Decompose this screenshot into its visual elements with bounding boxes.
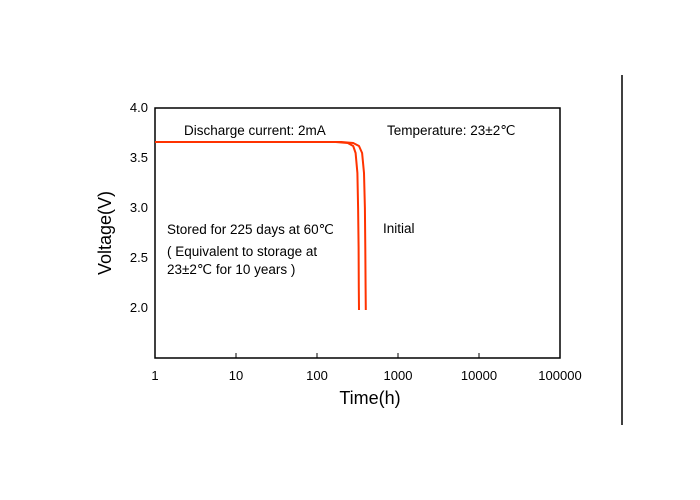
stored-annotation-line2: ( Equivalent to storage at bbox=[167, 244, 317, 259]
y-tick-labels: 2.0 2.5 3.0 3.5 4.0 bbox=[130, 100, 148, 315]
x-tick-label: 10000 bbox=[461, 368, 497, 383]
y-tick-label: 4.0 bbox=[130, 100, 148, 115]
temperature-annotation: Temperature: 23±2℃ bbox=[387, 123, 515, 138]
series-lines bbox=[155, 141, 367, 311]
stored-curve bbox=[155, 141, 360, 311]
x-tick-marks bbox=[235, 353, 480, 358]
stored-annotation-line3: 23±2℃ for 10 years ) bbox=[167, 262, 295, 277]
y-tick-label: 3.0 bbox=[130, 200, 148, 215]
y-tick-label: 2.5 bbox=[130, 250, 148, 265]
discharge-annotation: Discharge current: 2mA bbox=[184, 123, 326, 138]
x-tick-label: 100 bbox=[306, 368, 328, 383]
stored-annotation-line1: Stored for 225 days at 60℃ bbox=[167, 222, 334, 237]
y-tick-label: 2.0 bbox=[130, 300, 148, 315]
plot-frame bbox=[154, 107, 561, 359]
x-tick-label: 100000 bbox=[538, 368, 581, 383]
y-tick-label: 3.5 bbox=[130, 150, 148, 165]
initial-annotation: Initial bbox=[383, 221, 415, 236]
x-tick-label: 1000 bbox=[384, 368, 413, 383]
x-tick-label: 10 bbox=[229, 368, 243, 383]
x-axis-title: Time(h) bbox=[339, 388, 400, 408]
x-tick-labels: 1 10 100 1000 10000 100000 bbox=[151, 368, 581, 383]
y-axis-title: Voltage(V) bbox=[95, 191, 115, 275]
x-tick-label: 1 bbox=[151, 368, 158, 383]
